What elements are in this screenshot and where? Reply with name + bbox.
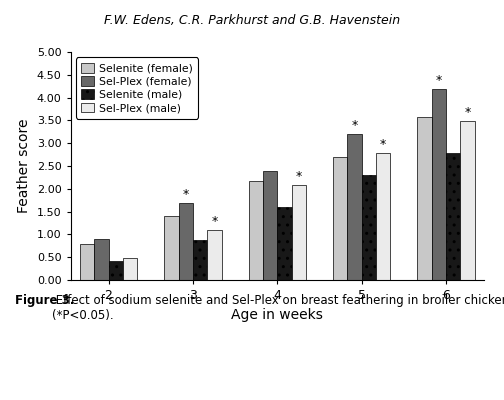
Bar [291, 185, 306, 280]
Bar [277, 207, 291, 280]
Bar [376, 153, 390, 280]
Text: *: * [380, 138, 386, 151]
Bar [123, 258, 137, 280]
Bar [417, 117, 431, 280]
Text: *: * [435, 74, 442, 87]
Text: *: * [211, 214, 218, 228]
Bar [94, 239, 108, 280]
Bar [248, 180, 263, 280]
Text: Effect of sodium selenite and Sel-Plex on breast feathering in broiler chickens
: Effect of sodium selenite and Sel-Plex o… [52, 294, 504, 322]
Legend: Selenite (female), Sel-Plex (female), Selenite (male), Sel-Plex (male): Selenite (female), Sel-Plex (female), Se… [76, 58, 198, 119]
Text: *: * [351, 119, 357, 132]
Bar [207, 230, 222, 280]
X-axis label: Age in weeks: Age in weeks [231, 308, 323, 322]
Bar [178, 203, 193, 280]
Text: Figure 3.: Figure 3. [15, 294, 75, 307]
Y-axis label: Feather score: Feather score [17, 119, 31, 213]
Text: *: * [182, 188, 189, 201]
Bar [108, 261, 123, 280]
Bar [193, 240, 207, 280]
Bar [460, 121, 475, 280]
Bar [164, 216, 178, 280]
Text: F.W. Edens, C.R. Parkhurst and G.B. Havenstein: F.W. Edens, C.R. Parkhurst and G.B. Have… [104, 14, 400, 27]
Bar [446, 153, 460, 280]
Bar [431, 89, 446, 280]
Bar [333, 157, 347, 280]
Text: *: * [464, 106, 471, 119]
Bar [263, 172, 277, 280]
Bar [361, 175, 376, 280]
Text: *: * [295, 170, 302, 183]
Bar [80, 244, 94, 280]
Bar [347, 134, 361, 280]
